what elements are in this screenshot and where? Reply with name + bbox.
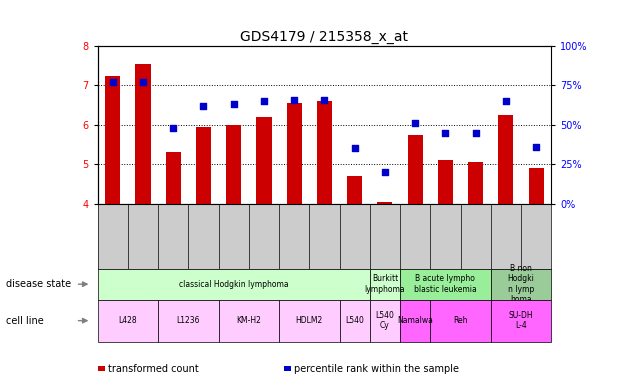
Point bbox=[138, 79, 148, 85]
Text: KM-H2: KM-H2 bbox=[236, 316, 261, 325]
Bar bbox=[256, 117, 272, 204]
Bar bbox=[279, 300, 340, 342]
Text: Namalwa: Namalwa bbox=[398, 316, 433, 325]
Text: B non
Hodgki
n lymp
homa: B non Hodgki n lymp homa bbox=[508, 264, 534, 304]
Bar bbox=[226, 125, 241, 204]
Point bbox=[531, 144, 541, 150]
Text: percentile rank within the sample: percentile rank within the sample bbox=[294, 364, 459, 374]
Bar bbox=[400, 269, 491, 300]
Point bbox=[229, 101, 239, 108]
Text: Reh: Reh bbox=[453, 316, 468, 325]
Bar bbox=[219, 300, 279, 342]
Point bbox=[168, 125, 178, 131]
Text: cell line: cell line bbox=[6, 316, 44, 326]
Bar bbox=[158, 300, 219, 342]
Bar bbox=[135, 64, 151, 204]
Point bbox=[410, 120, 420, 126]
Text: L540
Cy: L540 Cy bbox=[375, 311, 394, 330]
Bar bbox=[430, 300, 491, 342]
Bar bbox=[196, 127, 211, 204]
Bar bbox=[287, 103, 302, 204]
Bar bbox=[98, 300, 158, 342]
Bar bbox=[468, 162, 483, 204]
Bar bbox=[529, 168, 544, 204]
Text: L1236: L1236 bbox=[176, 316, 200, 325]
Point bbox=[440, 130, 450, 136]
Text: L428: L428 bbox=[118, 316, 137, 325]
Point bbox=[319, 96, 329, 103]
Bar bbox=[377, 202, 392, 204]
Point bbox=[501, 98, 511, 104]
Point bbox=[198, 103, 209, 109]
Text: L540: L540 bbox=[345, 316, 364, 325]
Text: B acute lympho
blastic leukemia: B acute lympho blastic leukemia bbox=[414, 275, 477, 294]
Title: GDS4179 / 215358_x_at: GDS4179 / 215358_x_at bbox=[241, 30, 408, 44]
Text: transformed count: transformed count bbox=[108, 364, 199, 374]
Point bbox=[471, 130, 481, 136]
Text: SU-DH
L-4: SU-DH L-4 bbox=[508, 311, 534, 330]
Point bbox=[289, 96, 299, 103]
Bar bbox=[317, 101, 332, 204]
Point bbox=[259, 98, 269, 104]
Text: disease state: disease state bbox=[6, 279, 71, 289]
Bar bbox=[347, 176, 362, 204]
Text: classical Hodgkin lymphoma: classical Hodgkin lymphoma bbox=[179, 280, 289, 289]
Point bbox=[350, 146, 360, 152]
Bar bbox=[166, 152, 181, 204]
Bar bbox=[408, 135, 423, 204]
Bar bbox=[98, 269, 370, 300]
Bar bbox=[438, 160, 453, 204]
Point bbox=[380, 169, 390, 175]
Bar bbox=[400, 300, 430, 342]
Text: Burkitt
lymphoma: Burkitt lymphoma bbox=[365, 275, 405, 294]
Bar bbox=[498, 115, 513, 204]
Text: HDLM2: HDLM2 bbox=[295, 316, 323, 325]
Bar bbox=[370, 269, 400, 300]
Bar bbox=[370, 300, 400, 342]
Bar bbox=[105, 76, 120, 204]
Bar bbox=[340, 300, 370, 342]
Bar bbox=[491, 269, 551, 300]
Bar bbox=[491, 300, 551, 342]
Point bbox=[108, 79, 118, 85]
